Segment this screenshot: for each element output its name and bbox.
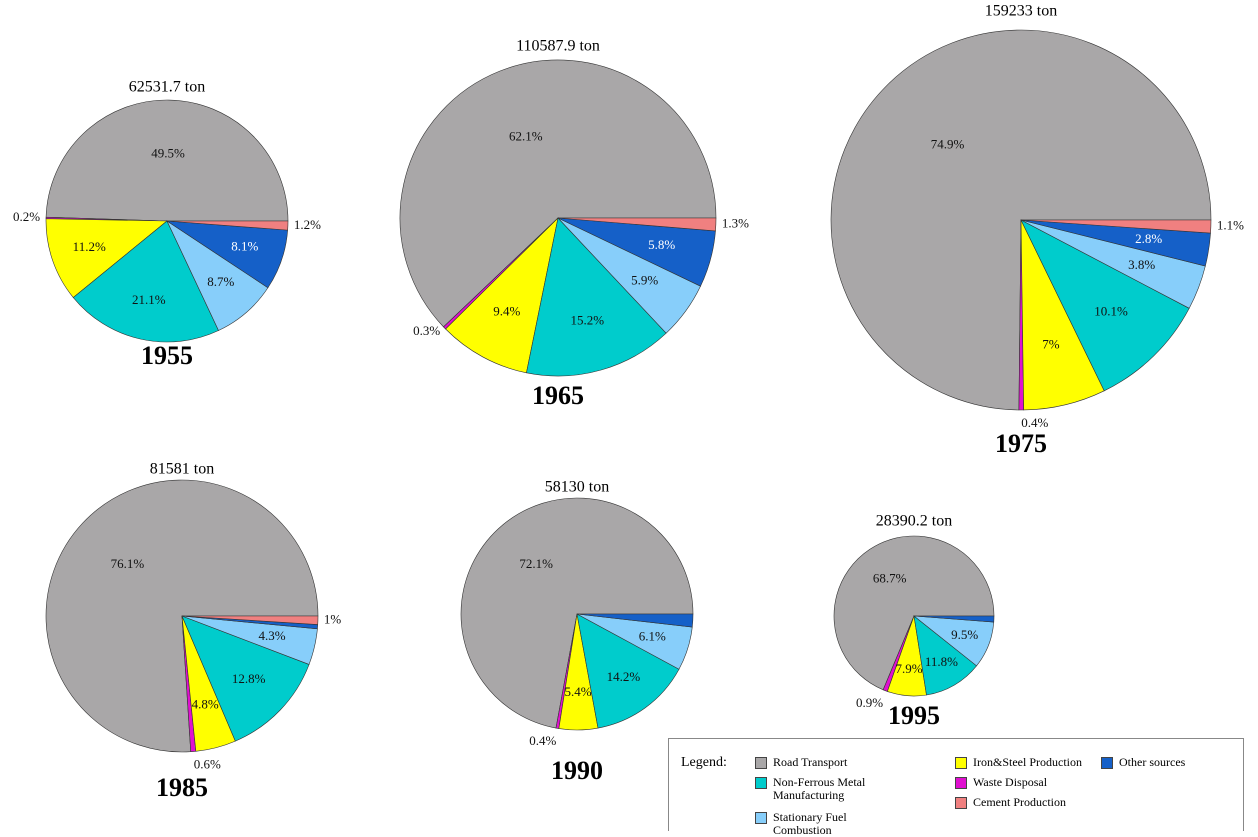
slice-label: 0.9%: [856, 695, 883, 710]
legend-label: Iron&Steel Production: [973, 755, 1082, 769]
legend-label: Stationary Fuel Combustion: [773, 810, 847, 837]
slice-label: 62.1%: [509, 128, 543, 143]
slice-label: 1.2%: [1000, 610, 1027, 625]
slice-label: 11.2%: [73, 239, 106, 254]
slice-label: 8.1%: [231, 239, 258, 254]
legend-label: Road Transport: [773, 755, 848, 769]
slice-label: 11.8%: [925, 654, 958, 669]
slice-label: 8.7%: [207, 274, 234, 289]
slice-label: 5.9%: [631, 272, 658, 287]
pie-year: 1955: [141, 341, 193, 370]
slice-label: 5.4%: [564, 684, 591, 699]
pie-slice: [576, 613, 680, 729]
slice-label: 21.1%: [132, 292, 166, 307]
legend: Legend: Road Transport Waste Disposal Iron…: [668, 738, 1244, 837]
slice-label: 0.4%: [1021, 415, 1048, 430]
pie-title: 62531.7 ton: [129, 79, 205, 96]
pie-slice: [166, 220, 289, 231]
pie-slice: [460, 497, 694, 729]
legend-label: Cement Production: [973, 795, 1066, 809]
pie-year: 1990: [551, 756, 603, 785]
slice-label: 7%: [1042, 337, 1060, 352]
slice-label: 7.9%: [896, 661, 923, 676]
slice-label: 0.2%: [13, 209, 40, 224]
legend-swatch: [755, 812, 767, 824]
slice-label: 0.4%: [529, 733, 556, 748]
slice-label: 4.8%: [192, 697, 219, 712]
legend-item: Iron&Steel Production: [955, 756, 1095, 769]
legend-item: Waste Disposal: [955, 776, 1095, 789]
slice-label: 1.1%: [1217, 218, 1244, 233]
legend-swatch: [1101, 757, 1113, 769]
slice-label: 15.2%: [571, 312, 605, 327]
pie-title: 58130 ton: [545, 479, 609, 496]
pie-slice: [45, 218, 168, 298]
pie-title: 81581 ton: [150, 461, 214, 478]
pie-title: 28390.2 ton: [876, 513, 952, 530]
slice-label: 1%: [324, 611, 342, 626]
slice-label: 9.4%: [493, 303, 520, 318]
pie-year: 1985: [156, 773, 208, 802]
pie-slice: [399, 59, 717, 328]
pie-slice: [445, 217, 559, 374]
slice-label: 74.9%: [931, 137, 965, 152]
slice-label: 0.6%: [194, 756, 221, 771]
slice-label: 3.8%: [1128, 257, 1155, 272]
legend-swatch: [755, 777, 767, 789]
slice-label: 6.1%: [639, 629, 666, 644]
legend-item: Non-Ferrous Metal Manufacturing: [755, 776, 895, 802]
pie-slice: [45, 99, 289, 222]
slice-label: 68.7%: [873, 570, 907, 585]
slice-label: 14.2%: [607, 669, 641, 684]
pie-title: 110587.9 ton: [516, 38, 600, 55]
pie-slice: [72, 220, 219, 343]
pie-slice: [526, 217, 667, 377]
pie-year: 1995: [888, 701, 940, 730]
legend-item: Stationary Fuel Combustion: [755, 811, 895, 837]
legend-swatch: [955, 797, 967, 809]
legend-item: Road Transport: [755, 756, 895, 769]
legend-title: Legend:: [681, 755, 727, 770]
legend-label: Non-Ferrous Metal Manufacturing: [773, 775, 866, 802]
pie-slice: [576, 613, 694, 628]
pie-slice: [557, 217, 717, 232]
legend-label: Waste Disposal: [973, 775, 1048, 789]
legend-label: Other sources: [1119, 755, 1186, 769]
slice-label: 0.3%: [413, 323, 440, 338]
slice-label: 4.3%: [259, 628, 286, 643]
slice-label: 0.5%: [324, 618, 351, 633]
pie-slice: [181, 615, 319, 625]
legend-swatch: [955, 777, 967, 789]
slice-label: 76.1%: [111, 556, 145, 571]
pie-slice: [1020, 219, 1190, 392]
slice-label: 72.1%: [519, 556, 553, 571]
slice-label: 2.8%: [1135, 231, 1162, 246]
pie-title: 159233 ton: [985, 3, 1057, 20]
legend-swatch: [955, 757, 967, 769]
legend-swatch: [755, 757, 767, 769]
pie-year: 1965: [532, 381, 584, 410]
slice-label: 10.1%: [1094, 304, 1128, 319]
slice-label: 9.5%: [951, 627, 978, 642]
pie-slice: [913, 615, 995, 623]
pie-year: 1975: [995, 429, 1047, 458]
pie-slice: [833, 535, 995, 691]
slice-label: 1.2%: [294, 217, 321, 232]
pie-slice: [181, 615, 310, 742]
legend-item: Other sources: [1101, 756, 1241, 769]
slice-label: 1.8%: [699, 612, 726, 627]
slice-label: 49.5%: [151, 145, 185, 160]
pie-slice: [1020, 219, 1212, 234]
slice-label: 5.8%: [648, 237, 675, 252]
legend-item: Cement Production: [955, 796, 1095, 809]
slice-label: 1.3%: [722, 216, 749, 231]
slice-label: 12.8%: [232, 671, 266, 686]
